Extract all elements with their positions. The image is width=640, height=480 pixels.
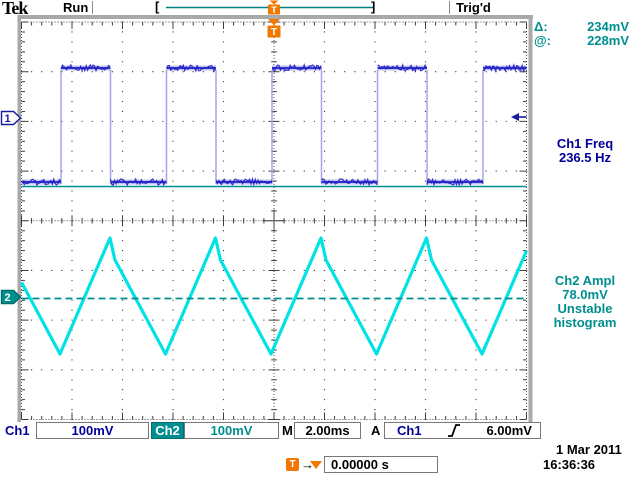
ch2-measurement: Ch2 Ampl 78.0mV Unstable histogram — [530, 274, 640, 330]
acquisition-status: Run — [63, 0, 89, 15]
ch1-ground-marker — [0, 110, 22, 126]
trigger-source: Ch1 — [397, 423, 422, 438]
record-trigger-marker — [268, 4, 280, 15]
trigger-level: 6.00mV — [486, 423, 532, 438]
ch1-scale-value: 100mV — [71, 423, 114, 438]
frame-top — [17, 15, 533, 19]
trigger-system-label: A — [371, 423, 381, 438]
delay-value-box: 0.00000 s — [324, 456, 438, 473]
trigger-position-marker — [267, 25, 281, 38]
rising-edge-icon — [448, 424, 460, 437]
trigger-position-arrow-icon — [268, 19, 280, 26]
frame-right — [528, 15, 533, 423]
ch2-measurement-status-1: Unstable — [557, 301, 613, 316]
ch1-measurement-name: Ch1 Freq — [556, 136, 614, 151]
cursor-delta-label: Δ: — [534, 19, 548, 34]
record-view-right-bracket: ] — [371, 0, 376, 14]
cursor-at-label: @: — [534, 33, 552, 48]
ch2-label: Ch2 — [155, 423, 180, 438]
trigger-position-letter: T — [271, 26, 278, 38]
date-display: 1 Mar 2011 — [556, 442, 622, 457]
trigger-status: Trig'd — [456, 0, 491, 15]
ch2-ground-marker — [0, 289, 22, 305]
cursor-delta-row: Δ: 234mV — [534, 20, 629, 34]
ch1-edges — [60, 70, 484, 184]
ch1-label: Ch1 — [5, 423, 30, 438]
trigger-readout-box: Ch1 6.00mV — [384, 422, 541, 439]
ch1-ground-marker-label: 1 — [4, 113, 10, 125]
ch1-measurement: Ch1 Freq 236.5 Hz — [533, 137, 637, 165]
ch2-ground-marker-label: 2 — [4, 292, 10, 304]
ch2-trace — [20, 236, 528, 356]
delay-value: 0.00000 s — [331, 457, 389, 472]
record-view-left-bracket: [ — [155, 0, 160, 14]
ch2-scale-value: 100mV — [210, 423, 253, 438]
delay-trigger-letter: T — [289, 459, 296, 470]
topbar-divider — [92, 1, 93, 14]
ch2-label-box: Ch2 — [151, 422, 184, 439]
record-trigger-letter: T — [271, 5, 277, 16]
tek-logo: Tek — [2, 0, 28, 18]
ch1-measurement-value: 236.5 Hz — [558, 150, 612, 165]
topbar-divider-2 — [449, 1, 450, 14]
ch2-scale-box: 100mV — [184, 422, 279, 439]
time-display: 16:36:36 — [543, 457, 596, 472]
timebase-label: M — [282, 423, 293, 438]
timebase-box: 2.00ms — [294, 422, 361, 439]
delay-position-icon — [310, 461, 322, 469]
cursor-at-row: @: 228mV — [534, 34, 629, 48]
trigger-level-arrowhead — [511, 113, 519, 121]
frame-left — [17, 15, 21, 422]
cursor-at-value: 228mV — [587, 33, 629, 48]
delay-trigger-marker: T — [286, 458, 299, 471]
ch1-scale-box: 100mV — [36, 422, 149, 439]
record-trigger-arrow-icon — [269, 0, 279, 5]
cursor-delta-value: 234mV — [587, 19, 629, 34]
timebase-value: 2.00ms — [305, 423, 350, 438]
ch2-measurement-status-2: histogram — [553, 315, 617, 330]
ch2-measurement-name: Ch2 Ampl — [554, 273, 616, 288]
cursor-readout: Δ: 234mV @: 228mV — [534, 20, 629, 48]
ch2-measurement-value: 78.0mV — [562, 287, 608, 302]
